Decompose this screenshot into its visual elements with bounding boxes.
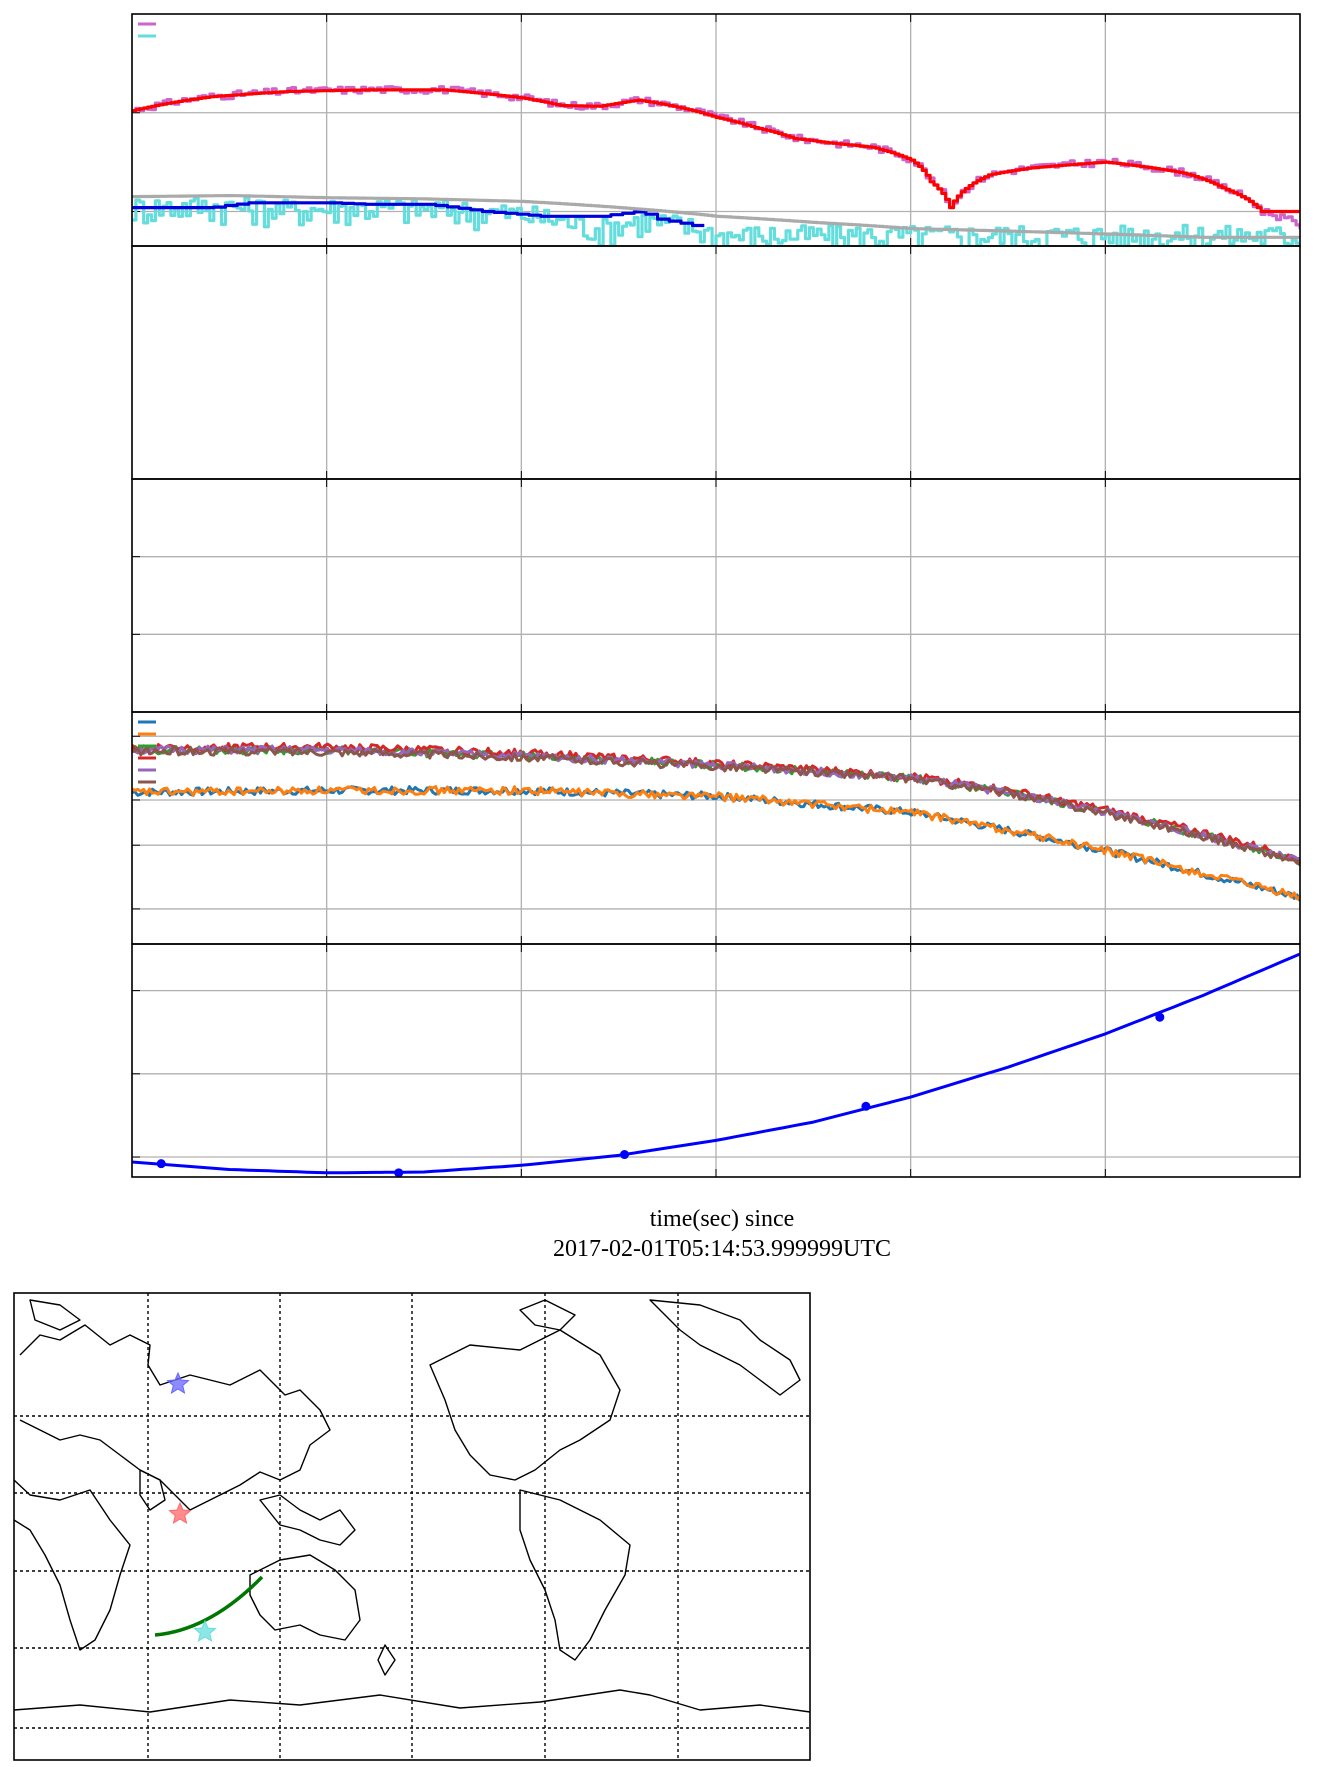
world-map: [13, 1292, 811, 1761]
x-axis-label-date: 2017-02-01T05:14:53.999999UTC: [553, 1236, 891, 1262]
mlt-marker: [156, 1159, 166, 1169]
star-icon-blue: [166, 1371, 190, 1394]
coastline: [29, 1299, 81, 1331]
orbit-track-line: [154, 1575, 264, 1637]
coastline: [259, 1494, 356, 1546]
orbit-track: [154, 1575, 264, 1637]
mlt-marker: [394, 1168, 404, 1178]
coastline: [13, 1479, 131, 1651]
panel-mlat: [131, 943, 1301, 1178]
coastlines: [13, 1299, 811, 1713]
plot-frame: [131, 943, 1301, 1178]
series-group: [132, 952, 1300, 1175]
coastline: [249, 1554, 361, 1641]
series-line-series-0: [132, 952, 1300, 1175]
coastline: [519, 1299, 576, 1331]
series-line-imcy1si: [132, 741, 1300, 862]
series-line-rbm-z: [132, 196, 1300, 246]
series-line-series-2: [132, 88, 1300, 214]
panel-rbm: [131, 13, 1301, 247]
star-icon-red: [168, 1501, 192, 1524]
series-line-series-4: [132, 194, 1300, 239]
mlt-marker: [620, 1150, 630, 1160]
series-line-series-3: [132, 201, 705, 228]
map-frame: [13, 1292, 811, 1761]
mlt-marker: [1155, 1012, 1165, 1022]
legend: [138, 22, 156, 38]
map-gridlines: [14, 1293, 810, 1760]
star-icon-cyan: [193, 1619, 217, 1642]
series-line-chdysi: [132, 785, 1300, 901]
x-axis: time(sec) since 2017-02-01T05:14:53.9999…: [553, 1206, 891, 1262]
panel-chd: [131, 711, 1301, 945]
coastline: [519, 1489, 631, 1661]
coastline: [19, 1324, 331, 1511]
series-line-imcy2si: [132, 746, 1300, 866]
coastline: [649, 1299, 801, 1396]
legend: [138, 720, 156, 784]
coastline: [429, 1329, 621, 1481]
series-group: [132, 85, 1300, 246]
mlt-marker: [861, 1101, 871, 1111]
series-line-rbm-h: [132, 85, 1300, 230]
coastline: [139, 1469, 166, 1511]
plot-panels: [131, 13, 1301, 1178]
coastline: [377, 1644, 396, 1676]
series-group: [132, 741, 1300, 902]
coastline: [13, 1689, 811, 1713]
x-axis-label: time(sec) since: [650, 1206, 795, 1232]
